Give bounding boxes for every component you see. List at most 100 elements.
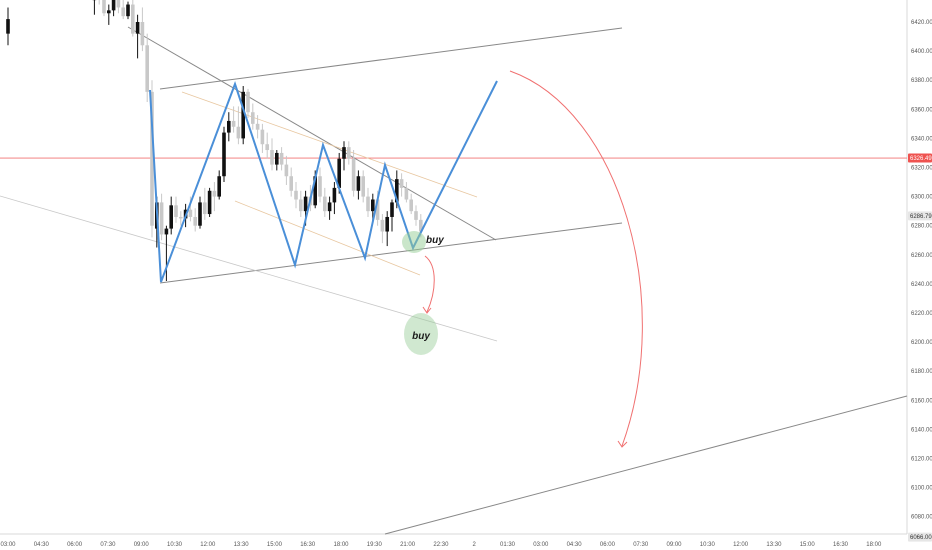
time-tick-label: 19:30	[367, 542, 383, 548]
time-tick-label: 10:30	[167, 542, 183, 548]
time-tick-label: 03:00	[0, 542, 16, 548]
mid-resistance-line[interactable]	[181, 91, 478, 198]
candle-body	[361, 176, 365, 197]
candle-body	[102, 0, 106, 14]
far-channel-line[interactable]	[384, 395, 908, 535]
candle-body	[366, 196, 370, 212]
candle-body	[347, 147, 351, 159]
candle-body	[323, 196, 327, 212]
candle-body	[265, 144, 269, 151]
price-badge	[908, 532, 932, 542]
candle-body	[380, 219, 385, 232]
candle-body	[131, 4, 135, 34]
candle-body	[207, 190, 212, 215]
candle-body	[299, 199, 303, 212]
buy-zone-marker-2[interactable]	[404, 313, 438, 355]
time-tick-label: 15:00	[267, 542, 283, 548]
candle-body	[399, 179, 404, 188]
candle-body	[351, 158, 356, 191]
candle-body	[371, 199, 375, 212]
price-tick-label: 6280.00	[911, 224, 932, 230]
candle-body	[116, 0, 121, 8]
candle-body	[356, 176, 361, 191]
ascending-support-line[interactable]	[159, 222, 623, 284]
buy-zone-marker[interactable]	[402, 231, 426, 253]
candle-body	[270, 150, 274, 165]
upper-channel-line[interactable]	[159, 27, 623, 90]
candle-body	[294, 190, 298, 200]
price-tick-label: 6180.00	[911, 369, 932, 375]
candle-body	[279, 152, 284, 165]
candle-body	[135, 22, 140, 34]
price-tick-label: 6380.00	[911, 78, 932, 84]
candle-body	[227, 120, 231, 133]
candle-body	[126, 4, 130, 17]
candle-body	[145, 45, 149, 92]
candle-body	[231, 120, 236, 127]
candle-body	[164, 228, 169, 235]
buy-label-2: buy	[412, 331, 430, 342]
candle-body	[414, 211, 418, 220]
candle-body	[222, 132, 226, 177]
time-tick-label: 21:00	[400, 542, 416, 548]
price-badge	[908, 153, 932, 163]
price-tick-label: 6360.00	[911, 107, 932, 113]
candle-body	[289, 176, 293, 191]
time-tick-label: 09:00	[666, 542, 682, 548]
buy-label: buy	[426, 235, 444, 246]
price-tick-label: 6200.00	[911, 340, 932, 346]
time-tick-label: 16:30	[833, 542, 849, 548]
candle-body	[236, 126, 241, 139]
candle-body	[179, 216, 183, 219]
zigzag-projection[interactable]	[149, 80, 498, 283]
time-tick-label: 13:30	[234, 542, 250, 548]
candle-body	[140, 22, 145, 46]
price-badge-label: 6286.79	[910, 214, 932, 220]
candle-body	[303, 196, 308, 212]
candle-body	[169, 205, 173, 229]
price-tick-label: 6260.00	[911, 253, 932, 259]
price-tick-label: 6300.00	[911, 195, 932, 201]
mid-support-line[interactable]	[234, 200, 421, 276]
time-tick-label: 12:00	[200, 542, 216, 548]
candle-body	[6, 19, 10, 34]
price-badge-label: 6066.00	[910, 535, 932, 541]
candle-body	[327, 202, 332, 212]
price-badge	[908, 211, 932, 221]
drop-arrow-head	[422, 306, 432, 314]
candle-body	[188, 209, 193, 217]
candle-body	[313, 176, 317, 206]
time-tick-label: 2	[473, 542, 477, 548]
lower-channel-line[interactable]	[0, 195, 498, 342]
time-tick-label: 07:30	[633, 542, 649, 548]
price-tick-label: 6400.00	[911, 49, 932, 55]
candle-body	[246, 91, 250, 113]
time-tick-label: 22:30	[433, 542, 449, 548]
candle-body	[241, 91, 245, 139]
candle-body	[332, 187, 337, 203]
descending-resistance-line[interactable]	[127, 26, 497, 241]
time-tick-label: 04:30	[34, 542, 50, 548]
candle-body	[150, 91, 154, 226]
candle-body	[111, 0, 116, 11]
time-tick-label: 18:00	[866, 542, 882, 548]
drop-arrow-path	[424, 255, 435, 313]
candle-body	[284, 164, 289, 177]
time-tick-label: 16:30	[300, 542, 316, 548]
price-tick-label: 6100.00	[911, 486, 932, 492]
candle-body	[193, 216, 197, 226]
candle-body	[409, 199, 413, 212]
candle-body	[255, 123, 260, 130]
time-tick-label: 09:00	[134, 542, 150, 548]
price-tick-label: 6320.00	[911, 166, 932, 172]
price-tick-label: 6120.00	[911, 457, 932, 463]
price-tick-label: 6140.00	[911, 427, 932, 433]
price-badge-label: 6326.49	[910, 156, 932, 162]
candle-body	[203, 202, 207, 215]
time-tick-label: 06:00	[600, 542, 616, 548]
candle-body	[419, 219, 423, 232]
candle-body	[251, 112, 255, 124]
candle-body	[212, 190, 217, 197]
time-tick-label: 03:00	[533, 542, 549, 548]
